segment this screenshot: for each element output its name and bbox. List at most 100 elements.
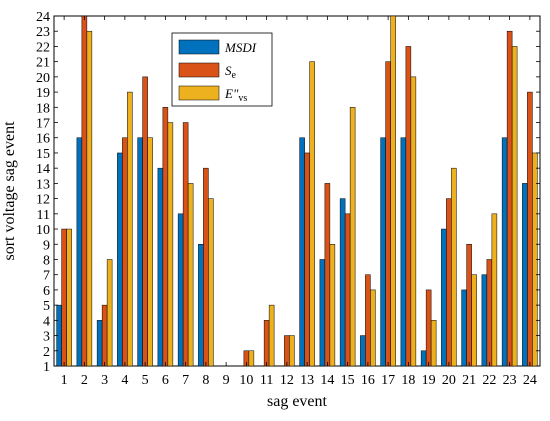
x-tick-label: 4 [121,373,128,388]
bar-se-event-24 [527,91,533,367]
bar-se-event-15 [344,213,351,367]
bar-se-event-12 [284,335,290,367]
bar-se-event-1 [61,228,67,367]
bar-msdi-event-24 [522,183,528,367]
y-tick-label: 19 [36,86,50,101]
x-tick-label: 12 [280,373,294,388]
legend: MSDI Se E"vs [171,32,273,107]
bar-evs-event-21 [471,274,477,367]
x-tick-label: 7 [182,373,189,388]
bar-evs-event-7 [187,183,194,367]
legend-label: E"vs [224,86,247,104]
x-tick-label: 20 [442,373,456,388]
bar-evs-event-20 [451,167,457,367]
bar-evs-event-19 [430,320,437,367]
y-tick-label: 17 [36,117,50,132]
bar-evs-event-17 [390,15,396,367]
bar-evs-event-10 [248,350,255,367]
bar-se-event-11 [263,320,270,367]
x-tick-label: 15 [341,373,355,388]
bar-se-event-7 [182,122,189,367]
bar-se-event-8 [203,167,209,367]
x-tick-label: 16 [361,373,375,388]
y-tick-label: 3 [43,330,50,345]
bar-evs-event-1 [66,228,72,367]
legend-swatch [178,62,220,78]
bar-msdi-event-17 [380,137,386,367]
bars-layer [56,15,538,367]
bar-evs-event-5 [147,137,153,367]
bar-msdi-event-7 [177,213,184,367]
bar-evs-event-2 [86,30,93,367]
bar-evs-event-6 [167,122,174,367]
y-tick-label: 7 [43,269,50,284]
x-tick-label: 3 [101,373,108,388]
x-axis-ticks: 1 2 3 4 5 6 7 8 9 10 11 12 13 14 15 16 17 18 19 20 21 22 23 24 [61,16,537,388]
bar-se-event-18 [405,46,412,367]
y-tick-label: 11 [37,208,50,223]
y-tick-label: 16 [36,132,50,147]
bar-msdi-event-8 [198,244,204,367]
x-tick-label: 11 [260,373,273,388]
x-tick-label: 1 [61,373,68,388]
bar-se-event-22 [486,259,493,367]
y-tick-label: 22 [36,40,50,55]
y-tick-label: 1 [43,360,50,375]
x-tick-label: 5 [142,373,149,388]
y-tick-label: 12 [36,193,50,208]
y-tick-label: 18 [36,101,50,116]
x-tick-label: 6 [162,373,169,388]
bar-msdi-event-22 [481,274,488,367]
x-axis-label: sag event [267,393,328,410]
bar-se-event-13 [304,152,310,367]
bar-evs-event-11 [268,304,275,367]
x-tick-label: 24 [523,373,537,388]
y-tick-label: 6 [43,284,50,299]
bar-msdi-event-16 [360,335,366,367]
bar-evs-event-3 [106,259,113,367]
legend-swatch [178,85,220,101]
x-tick-label: 8 [202,373,209,388]
bar-evs-event-23 [511,46,518,367]
y-tick-label: 21 [36,56,50,71]
y-tick-label: 10 [36,223,50,238]
bar-msdi-event-23 [501,137,508,367]
y-tick-label: 8 [43,253,50,268]
x-tick-label: 23 [503,373,517,388]
bar-msdi-event-2 [76,137,83,367]
bar-evs-event-13 [309,61,315,367]
legend-label: Se [225,63,237,81]
y-tick-label: 15 [36,147,50,162]
bar-se-event-14 [324,183,331,367]
bar-se-event-21 [466,244,472,367]
bar-se-event-23 [506,30,513,367]
x-tick-label: 19 [422,373,436,388]
bar-msdi-event-13 [299,137,305,367]
x-tick-label: 9 [223,373,230,388]
y-tick-label: 20 [36,71,50,86]
x-tick-label: 17 [381,373,395,388]
bar-msdi-event-15 [339,198,346,367]
y-tick-label: 14 [36,162,50,177]
x-tick-label: 2 [81,373,88,388]
x-tick-label: 10 [239,373,253,388]
y-tick-label: 4 [43,314,50,329]
bar-evs-event-8 [208,198,214,367]
bar-msdi-event-20 [441,228,447,367]
bar-evs-event-14 [329,244,336,367]
bar-se-event-3 [101,304,108,367]
bar-evs-event-18 [410,76,417,367]
bar-evs-event-4 [127,91,133,367]
y-axis-label: sort voltage sag event [1,121,18,261]
legend-swatch [178,39,220,55]
bar-se-event-6 [162,107,169,367]
bar-se-event-20 [446,198,452,367]
bar-evs-event-12 [289,335,295,367]
bar-msdi-event-14 [319,259,326,367]
x-tick-label: 21 [462,373,476,388]
bar-msdi-event-6 [157,167,164,367]
x-tick-label: 13 [300,373,314,388]
y-tick-label: 23 [36,25,50,40]
